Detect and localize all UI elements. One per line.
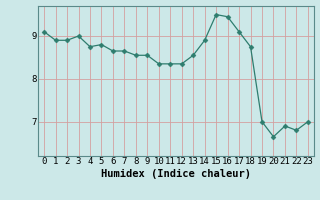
X-axis label: Humidex (Indice chaleur): Humidex (Indice chaleur) xyxy=(101,169,251,179)
